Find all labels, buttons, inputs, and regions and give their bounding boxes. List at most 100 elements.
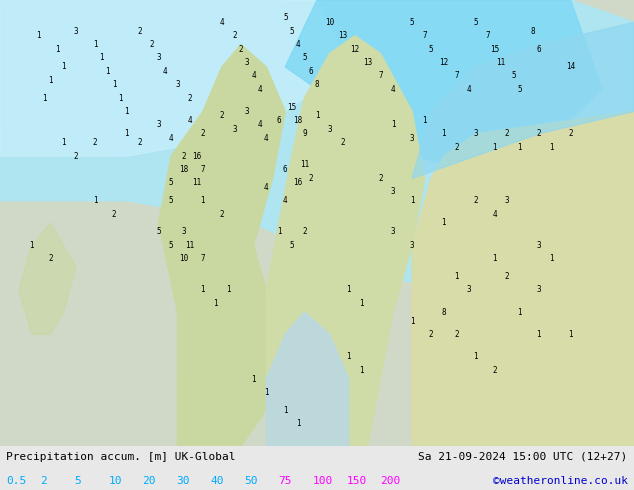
Text: 12: 12	[439, 58, 448, 67]
Polygon shape	[266, 36, 425, 446]
Text: 50: 50	[244, 476, 258, 486]
Text: 13: 13	[338, 31, 347, 40]
Text: 20: 20	[143, 476, 156, 486]
Text: 12: 12	[351, 45, 359, 53]
Polygon shape	[19, 223, 76, 334]
Text: 3: 3	[410, 134, 415, 143]
Text: 40: 40	[210, 476, 224, 486]
Text: 5: 5	[473, 18, 478, 27]
Text: 3: 3	[473, 129, 478, 138]
Text: 4: 4	[492, 210, 497, 219]
Text: 5: 5	[410, 18, 415, 27]
Text: 15: 15	[287, 102, 296, 112]
Text: 2: 2	[137, 138, 142, 147]
Text: 1: 1	[93, 196, 98, 205]
Text: 16: 16	[294, 178, 302, 187]
Text: 3: 3	[327, 125, 332, 134]
Text: 6: 6	[536, 45, 541, 53]
Text: 3: 3	[410, 241, 415, 250]
Text: 5: 5	[169, 196, 174, 205]
Text: 1: 1	[124, 107, 129, 116]
Text: 6: 6	[283, 165, 288, 174]
Text: 1: 1	[99, 53, 104, 62]
Text: 5: 5	[517, 85, 522, 94]
Text: 1: 1	[492, 143, 497, 151]
Text: 9: 9	[302, 129, 307, 138]
Text: 1: 1	[61, 138, 66, 147]
Text: 16: 16	[192, 151, 201, 161]
Text: 2: 2	[48, 254, 53, 263]
Text: 4: 4	[169, 134, 174, 143]
Text: 1: 1	[29, 241, 34, 250]
Text: 7: 7	[486, 31, 491, 40]
Text: 3: 3	[505, 196, 510, 205]
Text: 1: 1	[61, 62, 66, 72]
Polygon shape	[178, 357, 222, 446]
Text: ©weatheronline.co.uk: ©weatheronline.co.uk	[493, 476, 628, 486]
Text: 2: 2	[454, 330, 459, 339]
Text: 3: 3	[175, 80, 180, 89]
Text: 3: 3	[232, 125, 237, 134]
Text: 7: 7	[378, 72, 383, 80]
Text: 2: 2	[473, 196, 478, 205]
Text: 1: 1	[473, 352, 478, 361]
Text: 3: 3	[245, 58, 250, 67]
Text: 1: 1	[391, 121, 396, 129]
Text: 1: 1	[536, 330, 541, 339]
Text: 7: 7	[200, 254, 205, 263]
Polygon shape	[0, 0, 317, 156]
Text: 1: 1	[55, 45, 60, 53]
Text: 4: 4	[219, 18, 224, 27]
Text: 11: 11	[300, 161, 309, 170]
Text: 1: 1	[359, 299, 364, 308]
Text: 4: 4	[295, 40, 301, 49]
Text: 1: 1	[410, 317, 415, 325]
Text: 1: 1	[213, 299, 218, 308]
Text: 1: 1	[93, 40, 98, 49]
Text: 18: 18	[179, 165, 188, 174]
Text: 8: 8	[441, 308, 446, 317]
Text: 15: 15	[490, 45, 499, 53]
Text: 1: 1	[517, 308, 522, 317]
Polygon shape	[285, 0, 602, 178]
Text: 4: 4	[467, 85, 472, 94]
Text: 1: 1	[42, 94, 47, 102]
Text: 2: 2	[568, 129, 573, 138]
Text: 2: 2	[308, 174, 313, 183]
Text: 5: 5	[289, 27, 294, 36]
Text: 4: 4	[162, 67, 167, 76]
Text: 1: 1	[283, 406, 288, 415]
Polygon shape	[0, 0, 349, 156]
Text: 5: 5	[169, 241, 174, 250]
Text: 1: 1	[568, 330, 573, 339]
Text: Precipitation accum. [m] UK-Global: Precipitation accum. [m] UK-Global	[6, 452, 236, 462]
Text: 2: 2	[219, 210, 224, 219]
Text: 2: 2	[150, 40, 155, 49]
Text: 1: 1	[112, 80, 117, 89]
Text: 1: 1	[314, 111, 320, 121]
Text: 3: 3	[536, 285, 541, 294]
Text: 1: 1	[105, 67, 110, 76]
Text: Sa 21-09-2024 15:00 UTC (12+27): Sa 21-09-2024 15:00 UTC (12+27)	[418, 452, 628, 462]
Text: 1: 1	[264, 388, 269, 397]
Text: 2: 2	[238, 45, 243, 53]
Text: 1: 1	[359, 366, 364, 374]
Text: 2: 2	[492, 366, 497, 374]
Text: 5: 5	[156, 227, 161, 236]
Text: 1: 1	[295, 419, 301, 428]
Text: 1: 1	[410, 196, 415, 205]
Text: 5: 5	[302, 53, 307, 62]
Polygon shape	[412, 112, 634, 446]
Text: 3: 3	[536, 241, 541, 250]
Text: 4: 4	[257, 121, 262, 129]
Text: 2: 2	[378, 174, 383, 183]
Text: 10: 10	[179, 254, 188, 263]
Text: 3: 3	[156, 121, 161, 129]
Text: 1: 1	[118, 94, 123, 102]
Text: 3: 3	[181, 227, 186, 236]
Text: 2: 2	[181, 151, 186, 161]
Text: 75: 75	[278, 476, 292, 486]
Text: 150: 150	[346, 476, 366, 486]
Text: 3: 3	[156, 53, 161, 62]
Text: 4: 4	[391, 85, 396, 94]
